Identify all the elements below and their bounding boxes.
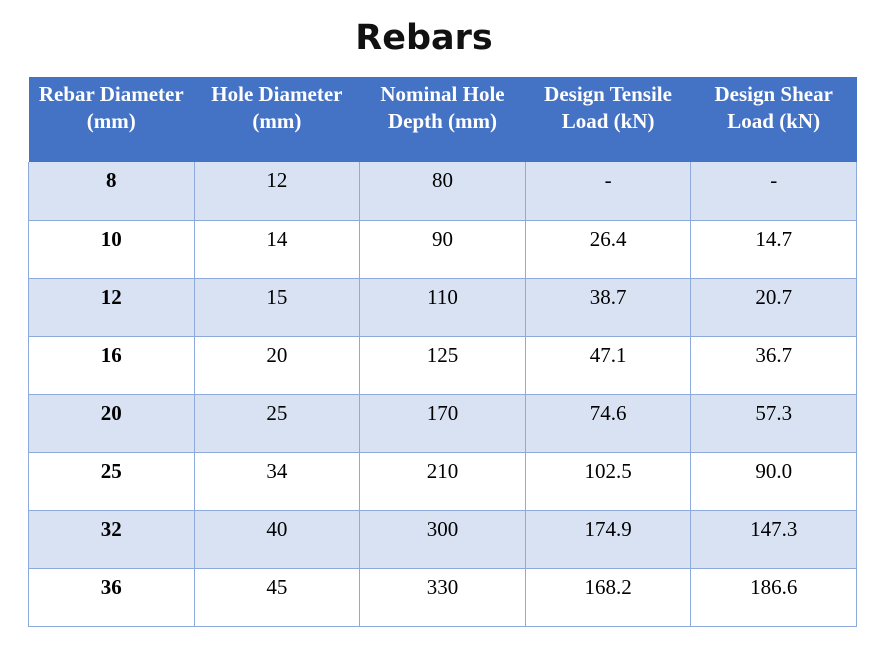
cell-design-shear-load: 186.6 (690, 568, 857, 627)
header-design-shear-load: Design Shear Load (kN) (690, 77, 857, 162)
table-row: 25 34 210 102.5 90.0 (28, 452, 857, 511)
page-title: Rebars (355, 18, 493, 58)
cell-nominal-hole-depth: 80 (359, 162, 526, 221)
cell-rebar-diameter: 16 (28, 336, 195, 395)
cell-design-shear-load: 36.7 (690, 336, 857, 395)
cell-nominal-hole-depth: 90 (359, 220, 526, 279)
cell-hole-diameter: 25 (193, 394, 361, 453)
cell-design-tensile-load: 168.2 (524, 568, 692, 627)
cell-rebar-diameter: 25 (28, 452, 195, 511)
table-row: 12 15 110 38.7 20.7 (28, 278, 857, 337)
cell-hole-diameter: 34 (193, 452, 361, 511)
header-rebar-diameter: Rebar Diameter (mm) (28, 77, 195, 162)
header-hole-diameter: Hole Diameter (mm) (194, 77, 360, 162)
cell-rebar-diameter: 20 (28, 394, 195, 453)
table-row: 20 25 170 74.6 57.3 (28, 394, 857, 453)
cell-rebar-diameter: 10 (28, 220, 195, 279)
cell-design-shear-load: 14.7 (690, 220, 857, 279)
cell-hole-diameter: 45 (193, 568, 361, 627)
table-row: 16 20 125 47.1 36.7 (28, 336, 857, 395)
cell-design-shear-load: 20.7 (690, 278, 857, 337)
cell-design-tensile-load: 38.7 (524, 278, 692, 337)
table-row: 32 40 300 174.9 147.3 (28, 510, 857, 569)
cell-design-tensile-load: - (524, 162, 692, 221)
cell-hole-diameter: 15 (193, 278, 361, 337)
cell-design-tensile-load: 26.4 (524, 220, 692, 279)
header-nominal-hole-depth: Nominal Hole Depth (mm) (359, 77, 526, 162)
cell-nominal-hole-depth: 170 (359, 394, 526, 453)
cell-design-tensile-load: 102.5 (524, 452, 692, 511)
cell-nominal-hole-depth: 125 (359, 336, 526, 395)
cell-design-tensile-load: 74.6 (524, 394, 692, 453)
cell-nominal-hole-depth: 330 (359, 568, 526, 627)
cell-hole-diameter: 40 (193, 510, 361, 569)
table-row: 8 12 80 - - (28, 162, 857, 221)
header-design-tensile-load: Design Tensile Load (kN) (525, 77, 691, 162)
cell-hole-diameter: 20 (193, 336, 361, 395)
cell-nominal-hole-depth: 300 (359, 510, 526, 569)
cell-rebar-diameter: 36 (28, 568, 195, 627)
cell-design-tensile-load: 174.9 (524, 510, 692, 569)
cell-rebar-diameter: 32 (28, 510, 195, 569)
cell-design-shear-load: - (690, 162, 857, 221)
cell-rebar-diameter: 12 (28, 278, 195, 337)
cell-nominal-hole-depth: 210 (359, 452, 526, 511)
cell-design-shear-load: 90.0 (690, 452, 857, 511)
table-row: 36 45 330 168.2 186.6 (28, 568, 857, 627)
cell-hole-diameter: 14 (193, 220, 361, 279)
table-row: 10 14 90 26.4 14.7 (28, 220, 857, 279)
cell-design-shear-load: 57.3 (690, 394, 857, 453)
cell-rebar-diameter: 8 (28, 162, 195, 221)
cell-nominal-hole-depth: 110 (359, 278, 526, 337)
rebar-table: Rebar Diameter (mm) Hole Diameter (mm) N… (28, 77, 857, 627)
table-header-row: Rebar Diameter (mm) Hole Diameter (mm) N… (28, 77, 857, 162)
cell-design-shear-load: 147.3 (690, 510, 857, 569)
cell-hole-diameter: 12 (193, 162, 361, 221)
cell-design-tensile-load: 47.1 (524, 336, 692, 395)
